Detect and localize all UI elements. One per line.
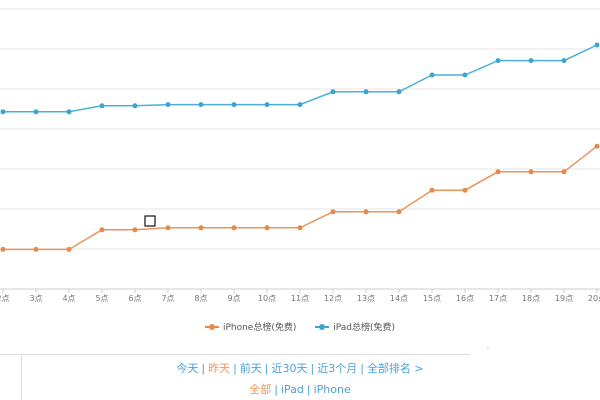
data-point <box>495 169 501 175</box>
data-point <box>363 89 369 95</box>
line-chart: 2点 3点 4点 5点 6点 7点 8点 9点 10点 11点 12点 13点 14点 15点 16点 17点… <box>0 8 600 303</box>
device-filter-link[interactable]: iPad <box>280 383 304 396</box>
device-filter-links: 全部 | iPad | iPhone <box>0 381 600 397</box>
x-tick-label: 18点 <box>522 294 540 303</box>
data-point <box>396 209 402 215</box>
data-point <box>330 209 336 215</box>
data-point <box>66 109 72 115</box>
data-point <box>594 42 600 48</box>
data-point <box>528 58 534 64</box>
time-range-link[interactable]: 近3个月 <box>317 362 358 375</box>
x-tick-label: 15点 <box>423 294 441 303</box>
x-tick-label: 16点 <box>456 294 474 303</box>
data-point <box>66 246 72 252</box>
minus-icon: - <box>486 343 490 353</box>
x-tick-label: 13点 <box>357 294 375 303</box>
time-range-link[interactable]: 全部排名 > <box>366 362 424 375</box>
legend-label-iphone: iPhone总榜(免费) <box>222 323 297 333</box>
data-point <box>99 227 105 233</box>
link-separator: | <box>360 362 364 375</box>
data-point <box>297 225 303 231</box>
link-separator: | <box>306 383 311 396</box>
legend-item-iphone[interactable]: iPhone总榜(免费) <box>204 320 297 333</box>
device-filter-link[interactable]: 全部 <box>249 383 272 396</box>
cursor-marker <box>144 215 156 227</box>
x-tick-label: 14点 <box>390 294 408 303</box>
data-point <box>231 102 237 108</box>
data-point <box>561 58 567 64</box>
x-tick-label: 19点 <box>555 294 573 303</box>
data-point <box>363 209 369 215</box>
legend-swatch-ipad <box>315 323 330 330</box>
x-tick-label: 11点 <box>291 294 309 303</box>
time-range-link[interactable]: 昨天 <box>208 362 231 375</box>
series-line-iphone <box>3 145 598 251</box>
time-range-links: 今天 | 昨天 | 前天 | 近30天 | 近3个月 | 全部排名 > <box>0 360 600 376</box>
data-point <box>0 109 6 115</box>
device-filter-link[interactable]: iPhone <box>313 383 351 396</box>
divider <box>21 354 22 400</box>
data-point <box>0 246 6 252</box>
data-point <box>264 225 270 231</box>
data-point <box>330 89 336 95</box>
time-range-link[interactable]: 今天 <box>176 362 199 375</box>
x-tick-label: 10点 <box>258 294 276 303</box>
link-separator: | <box>310 362 315 375</box>
link-separator: | <box>264 362 269 375</box>
x-tick-label: 4点 <box>62 294 75 303</box>
data-point <box>462 72 468 78</box>
data-point <box>495 58 501 64</box>
data-point <box>33 246 39 252</box>
data-point <box>165 225 171 231</box>
x-tick-label: 3点 <box>29 294 42 303</box>
x-tick-label: 17点 <box>489 294 507 303</box>
chart-legend: iPhone总榜(免费) iPad总榜(免费) <box>0 320 600 333</box>
time-range-link[interactable]: 前天 <box>239 362 262 375</box>
data-point <box>429 187 435 193</box>
data-point <box>231 225 237 231</box>
link-separator: | <box>201 362 206 375</box>
data-point <box>264 102 270 108</box>
data-point <box>396 89 402 95</box>
data-point <box>198 225 204 231</box>
x-tick-label: 8点 <box>194 294 207 303</box>
data-point <box>33 109 39 115</box>
link-separator: | <box>274 383 278 396</box>
data-point <box>429 72 435 78</box>
time-range-link[interactable]: 近30天 <box>271 362 308 375</box>
legend-swatch-iphone <box>204 323 219 330</box>
data-point <box>594 143 600 149</box>
x-tick-label: 2点 <box>0 294 10 303</box>
legend-label-ipad: iPad总榜(免费) <box>333 323 396 333</box>
data-point <box>561 169 567 175</box>
data-point <box>297 102 303 108</box>
data-point <box>462 187 468 193</box>
legend-item-ipad[interactable]: iPad总榜(免费) <box>315 320 395 333</box>
data-point <box>132 227 138 233</box>
divider <box>0 354 470 355</box>
x-tick-label: 5点 <box>95 294 108 303</box>
link-separator: | <box>233 362 237 375</box>
data-point <box>528 169 534 175</box>
data-point <box>198 102 204 108</box>
x-tick-label: 20点 <box>588 294 600 303</box>
series-line-ipad <box>3 44 598 113</box>
data-point <box>165 102 171 108</box>
x-tick-label: 6点 <box>128 294 141 303</box>
data-point <box>99 103 105 109</box>
x-tick-label: 7点 <box>161 294 174 303</box>
data-point <box>132 103 138 109</box>
x-tick-label: 12点 <box>324 294 342 303</box>
x-tick-label: 9点 <box>227 294 240 303</box>
